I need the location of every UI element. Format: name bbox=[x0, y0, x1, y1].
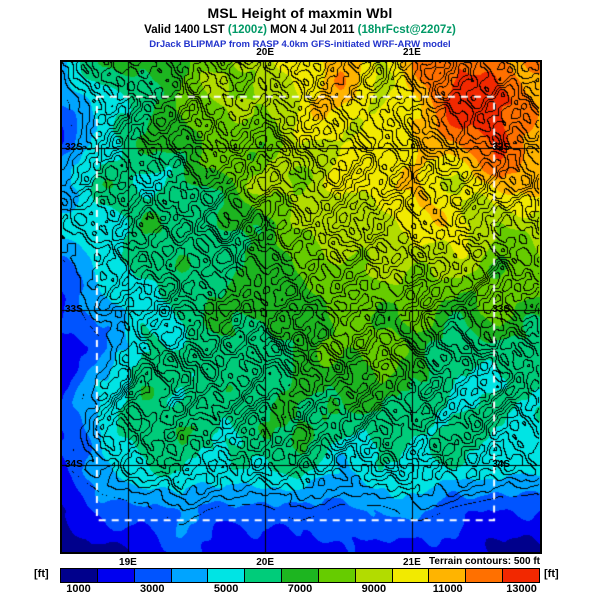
contour-map-canvas bbox=[62, 62, 540, 552]
colorbar-unit-left: [ft] bbox=[34, 568, 49, 580]
colorbar-tick-label: 11000 bbox=[432, 583, 463, 595]
model-credit-line: DrJack BLIPMAP from RASP 4.0km GFS-initi… bbox=[149, 39, 451, 50]
colorbar-segment bbox=[355, 569, 393, 582]
lon-label-bottom-19e: 19E bbox=[119, 557, 137, 568]
map-area: 20E 21E 19E 20E 21E 32S 33S 34S 32S 33S … bbox=[60, 48, 542, 568]
colorbar-segment bbox=[318, 569, 356, 582]
valid-zulu-time: (1200z) bbox=[227, 24, 271, 36]
colorbar-tick-label: 1000 bbox=[66, 583, 91, 595]
colorbar-tick-label: 7000 bbox=[287, 583, 313, 595]
lon-label-top-21e: 21E bbox=[402, 47, 421, 58]
lat-label-left-32s: 32S bbox=[65, 142, 83, 154]
colorbar-tick-label: 9000 bbox=[361, 583, 387, 595]
valid-date: MON 4 Jul 2011 bbox=[270, 24, 358, 36]
terrain-contour-note: Terrain contours: 500 ft bbox=[429, 556, 540, 567]
colorbar-tick-label: 3000 bbox=[140, 583, 165, 595]
colorbar-tick-labels: 1000 3000 5000 7000 9000 11000 13000 bbox=[60, 583, 540, 596]
colorbar-segment bbox=[134, 569, 172, 582]
valid-time: Valid 1400 LST bbox=[144, 24, 228, 36]
lon-label-bottom-21e: 21E bbox=[402, 557, 421, 568]
colorbar-segment bbox=[282, 569, 319, 582]
plot-title: MSL Height of maxmin Wbl bbox=[207, 5, 393, 21]
colorbar-segment bbox=[208, 569, 246, 582]
colorbar-segment bbox=[466, 569, 504, 582]
lat-label-left-34s: 34S bbox=[65, 458, 83, 470]
lat-label-right-34s: 34S bbox=[492, 458, 510, 470]
lat-label-right-33s: 33S bbox=[492, 303, 510, 315]
colorbar-segment bbox=[503, 569, 539, 582]
lat-label-right-32s: 32S bbox=[492, 142, 510, 154]
colorbar-tick-label: 13000 bbox=[506, 583, 537, 595]
colorbar-segment bbox=[429, 569, 467, 582]
colorbar bbox=[60, 568, 540, 583]
forecast-hour-tag: (18hrFcst@2207z) bbox=[357, 24, 456, 36]
plot-header: MSL Height of maxmin Wbl Valid 1400 LST … bbox=[0, 5, 600, 50]
colorbar-segment bbox=[245, 569, 283, 582]
colorbar-segment bbox=[171, 569, 209, 582]
lon-label-top-20e: 20E bbox=[256, 47, 275, 58]
colorbar-tick-label: 5000 bbox=[213, 583, 239, 595]
colorbar-segment bbox=[392, 569, 430, 582]
lat-label-left-33s: 33S bbox=[65, 303, 83, 315]
colorbar-segment bbox=[97, 569, 135, 582]
valid-line: Valid 1400 LST (1200z) MON 4 Jul 2011 (1… bbox=[0, 24, 600, 36]
colorbar-segment bbox=[61, 569, 98, 582]
colorbar-unit-right: [ft] bbox=[544, 568, 559, 580]
lon-label-bottom-20e: 20E bbox=[256, 557, 275, 568]
